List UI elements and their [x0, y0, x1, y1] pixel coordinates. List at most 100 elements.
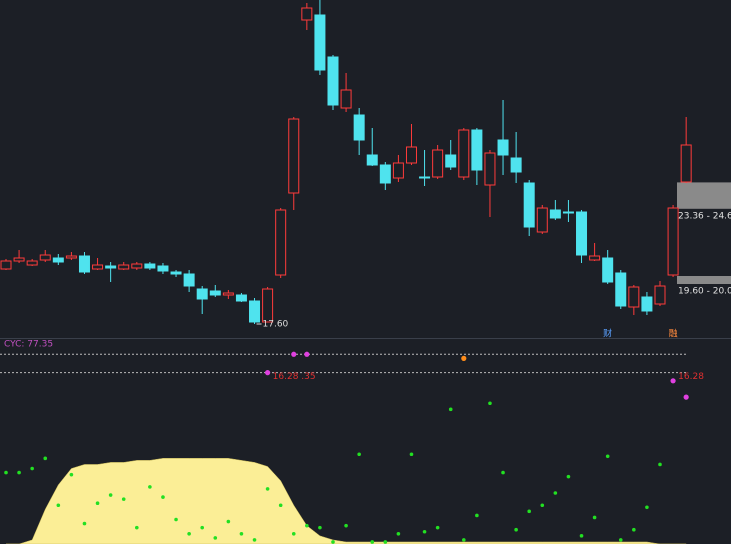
candle-body: [235, 294, 247, 302]
candle-body: [458, 129, 470, 178]
candle-body: [157, 265, 169, 272]
indicator-dot: [409, 452, 414, 457]
indicator-dot: [396, 532, 401, 536]
candle-body: [405, 146, 417, 164]
indicator-dot: [331, 540, 335, 544]
candle-body: [209, 290, 221, 296]
indicator-dot: [592, 515, 597, 520]
indicator-dot: [435, 525, 440, 530]
indicator-dot: [383, 540, 388, 544]
indicator-dot: [30, 466, 34, 471]
indicator-dot: [200, 525, 204, 530]
indicator-dot: [278, 503, 283, 508]
indicator-dot: [579, 534, 584, 538]
indicator-dot: [632, 527, 636, 532]
indicator-dot: [174, 517, 178, 522]
candle-body: [26, 260, 38, 266]
price-zone: [677, 276, 731, 284]
candle-body: [379, 164, 391, 184]
candle-body: [392, 162, 404, 179]
candle-body: [327, 56, 339, 106]
event-marker: 融: [669, 329, 678, 340]
indicator-title: CYC: 77.35: [4, 340, 53, 350]
indicator-dot: [370, 540, 375, 544]
indicator-dot: [213, 536, 218, 540]
candle-body: [432, 149, 444, 178]
candle-body: [13, 257, 25, 262]
candle-body: [105, 265, 117, 269]
indicator-dot: [501, 470, 505, 475]
indicator-dot: [488, 401, 492, 406]
indicator-dot: [305, 523, 309, 528]
candle-body: [654, 285, 666, 305]
indicator-dot: [357, 452, 361, 457]
candle-body: [222, 292, 234, 296]
candle-body: [92, 264, 104, 270]
indicator-dot: [148, 485, 152, 489]
indicator-dot: [540, 503, 545, 508]
indicator-dot: [618, 538, 623, 542]
zone-label: 23.36 - 24.68: [678, 211, 731, 221]
indicator-dot: [265, 487, 270, 491]
candle-body: [314, 14, 326, 71]
candle-body: [445, 154, 457, 168]
signal-dot: [265, 370, 271, 376]
candle-body: [615, 272, 627, 307]
candle-body: [536, 207, 548, 233]
signal-dot: [461, 355, 467, 361]
candle-body: [275, 209, 287, 276]
signal-dot: [291, 351, 297, 357]
indicator-dot: [422, 529, 427, 534]
candle-body: [340, 89, 352, 109]
candle-body: [52, 257, 64, 263]
indicator-dot: [291, 532, 296, 536]
indicator-area: [6, 458, 687, 544]
indicator-dot: [121, 497, 126, 501]
indicator-dot: [344, 523, 348, 528]
indicator-dot: [475, 513, 479, 518]
indicator-dot: [252, 538, 257, 542]
indicator-dot: [82, 521, 87, 526]
candle-body: [366, 154, 378, 166]
candle-body: [641, 296, 653, 312]
indicator-dot: [161, 495, 165, 499]
candle-body: [353, 114, 365, 141]
indicator-dot: [448, 407, 453, 412]
signal-dot: [683, 394, 689, 400]
indicator-dot: [514, 527, 518, 532]
candle-body: [183, 273, 195, 287]
indicator-dot: [605, 454, 610, 459]
indicator-dot: [462, 538, 466, 542]
candle-body: [196, 288, 208, 300]
candle-body: [288, 118, 300, 194]
candle-body: [628, 286, 640, 308]
candle-body: [471, 129, 483, 171]
indicator-dot: [108, 493, 113, 497]
candle-body: [144, 263, 156, 269]
candle-body: [262, 288, 274, 323]
candle-body: [497, 139, 509, 156]
candle-body: [170, 271, 182, 275]
candle-body: [249, 300, 261, 323]
indicator-dot: [318, 525, 322, 530]
indicator-dot: [17, 470, 21, 475]
indicator-dot: [658, 462, 662, 467]
candle-body: [131, 263, 143, 269]
indicator-dot: [135, 525, 139, 530]
candle-body: [667, 207, 679, 276]
candle-body: [549, 209, 561, 219]
zone-label: 19.60 - 20.00: [678, 287, 731, 297]
indicator-dot: [43, 456, 48, 461]
candle-body: [419, 176, 431, 179]
level-label: 16.28 .35: [273, 372, 316, 382]
indicator-dot: [4, 470, 8, 475]
candle-body: [0, 260, 12, 270]
candle-body: [118, 264, 130, 270]
indicator-dot: [56, 503, 61, 508]
candle-body: [562, 211, 574, 214]
indicator-dot: [553, 491, 558, 495]
indicator-dot: [187, 532, 191, 536]
indicator-dot: [69, 472, 74, 477]
candle-body: [301, 7, 313, 21]
indicator-dot: [566, 474, 571, 479]
